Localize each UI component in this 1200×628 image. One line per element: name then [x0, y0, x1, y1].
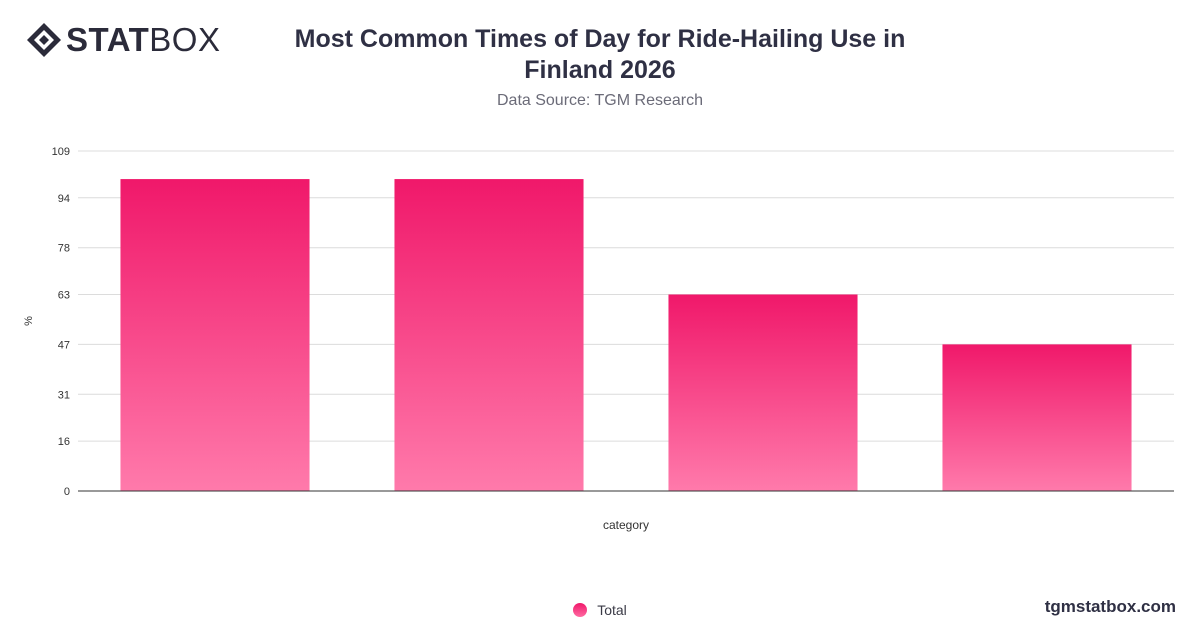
y-tick-label: 109: [52, 146, 70, 158]
y-tick-label: 31: [58, 389, 70, 401]
bar-3: [668, 294, 858, 491]
bar-1: [120, 179, 310, 491]
y-tick-label: 47: [58, 339, 70, 351]
y-tick-label: 63: [58, 289, 70, 301]
bar-2: [394, 179, 584, 491]
y-tick-label: 0: [64, 486, 70, 498]
x-axis-label: category: [603, 518, 649, 532]
y-tick-labels: 0 16 31 47 63 78 94 109: [52, 146, 70, 498]
chart-subtitle: Data Source: TGM Research: [496, 92, 703, 109]
bars: [120, 179, 1132, 491]
chart-legend: Total: [0, 602, 1200, 618]
chart-title: Most Common Times of Day for Ride-Hailin…: [294, 25, 906, 84]
y-axis-label: %: [23, 316, 35, 326]
legend-label-total: Total: [597, 602, 627, 618]
y-tick-label: 94: [58, 193, 70, 205]
site-url: tgmstatbox.com: [1044, 597, 1176, 616]
bar-4: [942, 344, 1132, 491]
statbox-diamond-icon: [27, 23, 61, 57]
y-tick-label: 78: [58, 243, 70, 255]
legend-swatch: [573, 603, 588, 617]
brand-logo: STATBOX: [26, 22, 220, 58]
y-tick-label: 16: [58, 436, 70, 448]
logo-wordmark: STATBOX: [66, 21, 221, 58]
